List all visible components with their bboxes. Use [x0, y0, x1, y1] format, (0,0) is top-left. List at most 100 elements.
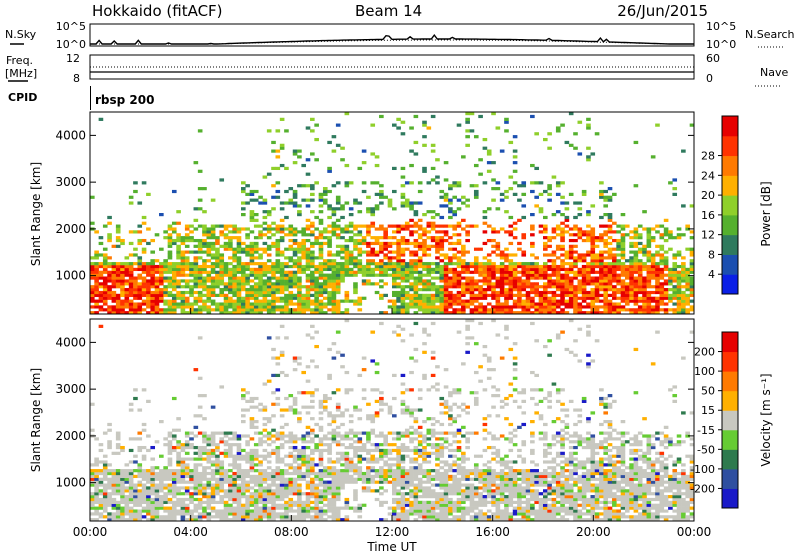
- power-cell: [401, 262, 406, 265]
- power-cell: [401, 279, 406, 282]
- velocity-cell: [336, 408, 341, 411]
- power-cell: [379, 251, 384, 254]
- power-cell: [392, 276, 397, 279]
- velocity-cell: [263, 455, 268, 458]
- power-cell: [608, 285, 613, 288]
- power-cell: [595, 294, 600, 297]
- power-cell: [659, 248, 664, 251]
- power-cell: [120, 265, 125, 268]
- power-cell: [565, 268, 570, 271]
- power-cell: [409, 164, 414, 167]
- power-cell: [215, 274, 220, 277]
- velocity-cell: [306, 391, 311, 394]
- velocity-cell: [185, 475, 190, 478]
- velocity-cell: [245, 391, 250, 394]
- velocity-cell: [245, 507, 250, 510]
- power-cell: [573, 147, 578, 150]
- velocity-cell: [288, 498, 293, 501]
- velocity-cell: [224, 443, 229, 446]
- velocity-cell: [155, 498, 160, 501]
- power-cell: [578, 152, 583, 155]
- power-cell: [405, 201, 410, 204]
- power-cell: [448, 201, 453, 204]
- power-cell: [586, 236, 591, 239]
- power-cell: [439, 236, 444, 239]
- velocity-cell: [245, 495, 250, 498]
- power-cell: [595, 245, 600, 248]
- velocity-cell: [293, 368, 298, 371]
- power-cell: [254, 268, 259, 271]
- velocity-cell: [323, 434, 328, 437]
- power-cell: [375, 282, 380, 285]
- velocity-cell: [120, 483, 125, 486]
- velocity-cell: [219, 472, 224, 475]
- power-cell: [198, 199, 203, 202]
- power-cell: [271, 274, 276, 277]
- power-cell: [332, 279, 337, 282]
- power-cell: [401, 242, 406, 245]
- velocity-cell: [245, 483, 250, 486]
- power-cell: [198, 225, 203, 228]
- velocity-cell: [142, 455, 147, 458]
- power-cell: [439, 204, 444, 207]
- velocity-cell: [271, 507, 276, 510]
- power-cell: [409, 288, 414, 291]
- velocity-cell: [155, 512, 160, 515]
- power-cell: [353, 265, 358, 268]
- power-cell: [547, 132, 552, 135]
- velocity-cell: [245, 486, 250, 489]
- power-cell: [345, 294, 350, 297]
- power-cell: [590, 308, 595, 311]
- power-cell: [590, 248, 595, 251]
- velocity-cell: [263, 509, 268, 512]
- velocity-cell: [306, 495, 311, 498]
- power-cell: [595, 276, 600, 279]
- power-cell: [642, 268, 647, 271]
- power-cell: [569, 256, 574, 259]
- power-cell: [409, 242, 414, 245]
- power-cell: [422, 213, 427, 216]
- velocity-cell: [206, 443, 211, 446]
- velocity-cell: [146, 498, 151, 501]
- velocity-cell: [327, 397, 332, 400]
- power-cell: [513, 262, 518, 265]
- power-cell: [465, 135, 470, 138]
- velocity-cell: [94, 463, 99, 466]
- power-cell: [189, 268, 194, 271]
- power-cell: [392, 265, 397, 268]
- velocity-cell: [176, 498, 181, 501]
- power-cell: [422, 227, 427, 230]
- power-cell: [146, 271, 151, 274]
- power-cell: [621, 279, 626, 282]
- power-cell: [206, 308, 211, 311]
- power-cell: [155, 282, 160, 285]
- power-cell: [543, 291, 548, 294]
- velocity-cell: [228, 483, 233, 486]
- power-cell: [198, 305, 203, 308]
- velocity-cell: [198, 478, 203, 481]
- velocity-cell: [159, 481, 164, 484]
- power-cell: [267, 271, 272, 274]
- power-cell: [547, 253, 552, 256]
- velocity-cell: [336, 403, 341, 406]
- power-cell: [448, 242, 453, 245]
- power-cell: [323, 190, 328, 193]
- power-cell: [297, 282, 302, 285]
- power-cell: [194, 291, 199, 294]
- power-cell: [427, 262, 432, 265]
- power-cell: [513, 279, 518, 282]
- power-cell: [435, 268, 440, 271]
- power-cell: [582, 193, 587, 196]
- velocity-cell: [202, 446, 207, 449]
- power-cell: [202, 282, 207, 285]
- power-cell: [427, 230, 432, 233]
- power-cell: [401, 251, 406, 254]
- power-cell: [133, 262, 138, 265]
- power-cell: [258, 291, 263, 294]
- velocity-cell: [206, 434, 211, 437]
- power-cell: [590, 239, 595, 242]
- power-cell: [224, 227, 229, 230]
- power-cell: [396, 262, 401, 265]
- power-cell: [595, 300, 600, 303]
